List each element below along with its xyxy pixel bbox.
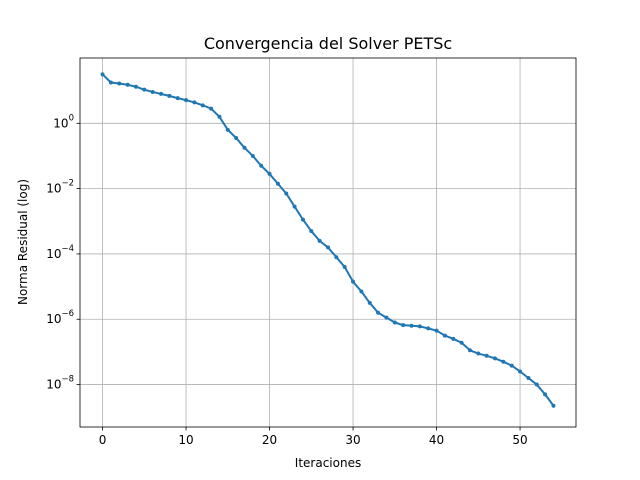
data-point (267, 171, 272, 176)
data-point (225, 127, 230, 132)
data-point (184, 98, 189, 103)
x-axis-label: Iteraciones (295, 456, 361, 470)
data-point (309, 229, 314, 234)
x-tick-label: 30 (345, 433, 360, 447)
data-point (150, 89, 155, 94)
data-point (467, 348, 472, 353)
data-point (518, 369, 523, 374)
data-point (275, 181, 280, 186)
data-point (551, 403, 556, 408)
data-point (434, 328, 439, 333)
data-point (451, 336, 456, 341)
data-point (234, 136, 239, 141)
x-tick-label: 40 (429, 433, 444, 447)
x-tick-label: 10 (178, 433, 193, 447)
data-point (342, 264, 347, 269)
data-point (509, 363, 514, 368)
plot-frame (79, 57, 577, 428)
data-point (476, 351, 481, 356)
y-tick-label: 10−4 (46, 244, 74, 261)
data-point (501, 359, 506, 364)
data-point (292, 204, 297, 209)
data-point (108, 80, 113, 85)
data-point (300, 217, 305, 222)
series-layer (100, 72, 556, 408)
data-point (392, 320, 397, 325)
y-tick-label: 100 (53, 113, 74, 130)
y-axis-label: Norma Residual (log) (16, 179, 30, 305)
y-tick-label: 10−8 (46, 375, 74, 392)
data-point (351, 279, 356, 284)
data-point (117, 81, 122, 86)
data-point (284, 191, 289, 196)
data-point (158, 91, 163, 96)
data-point (417, 324, 422, 329)
data-point (359, 289, 364, 294)
data-point (534, 382, 539, 387)
data-point (484, 353, 489, 358)
data-point (259, 163, 264, 168)
data-point (100, 72, 105, 77)
data-point (426, 326, 431, 331)
y-axis-ticks: 100 10−2 10−4 10−6 10−8 (46, 113, 80, 392)
data-point (192, 100, 197, 105)
data-point (317, 238, 322, 243)
data-point (217, 114, 222, 119)
data-point (409, 323, 414, 328)
data-point (442, 333, 447, 338)
x-axis-ticks: 0 10 20 30 40 50 (99, 427, 528, 447)
grid-lines (80, 58, 576, 427)
data-point (526, 376, 531, 381)
x-tick-label: 0 (99, 433, 107, 447)
y-tick-label: 10−2 (46, 179, 74, 196)
data-point (459, 340, 464, 345)
data-point (334, 255, 339, 260)
data-point (367, 300, 372, 305)
chart-title: Convergencia del Solver PETSc (204, 34, 452, 53)
x-tick-label: 20 (262, 433, 277, 447)
data-point (250, 153, 255, 158)
data-point (209, 106, 214, 111)
data-point (376, 310, 381, 315)
x-tick-label: 50 (512, 433, 527, 447)
data-point (493, 356, 498, 361)
data-point (167, 93, 172, 98)
data-point (142, 87, 147, 92)
data-point (543, 392, 548, 397)
data-point (133, 84, 138, 89)
data-point (384, 315, 389, 320)
y-tick-label: 10−6 (46, 309, 74, 326)
data-point (200, 103, 205, 108)
data-point (242, 145, 247, 150)
data-point (326, 245, 330, 250)
data-point (125, 82, 130, 87)
data-point (401, 323, 406, 328)
data-point (175, 96, 180, 101)
